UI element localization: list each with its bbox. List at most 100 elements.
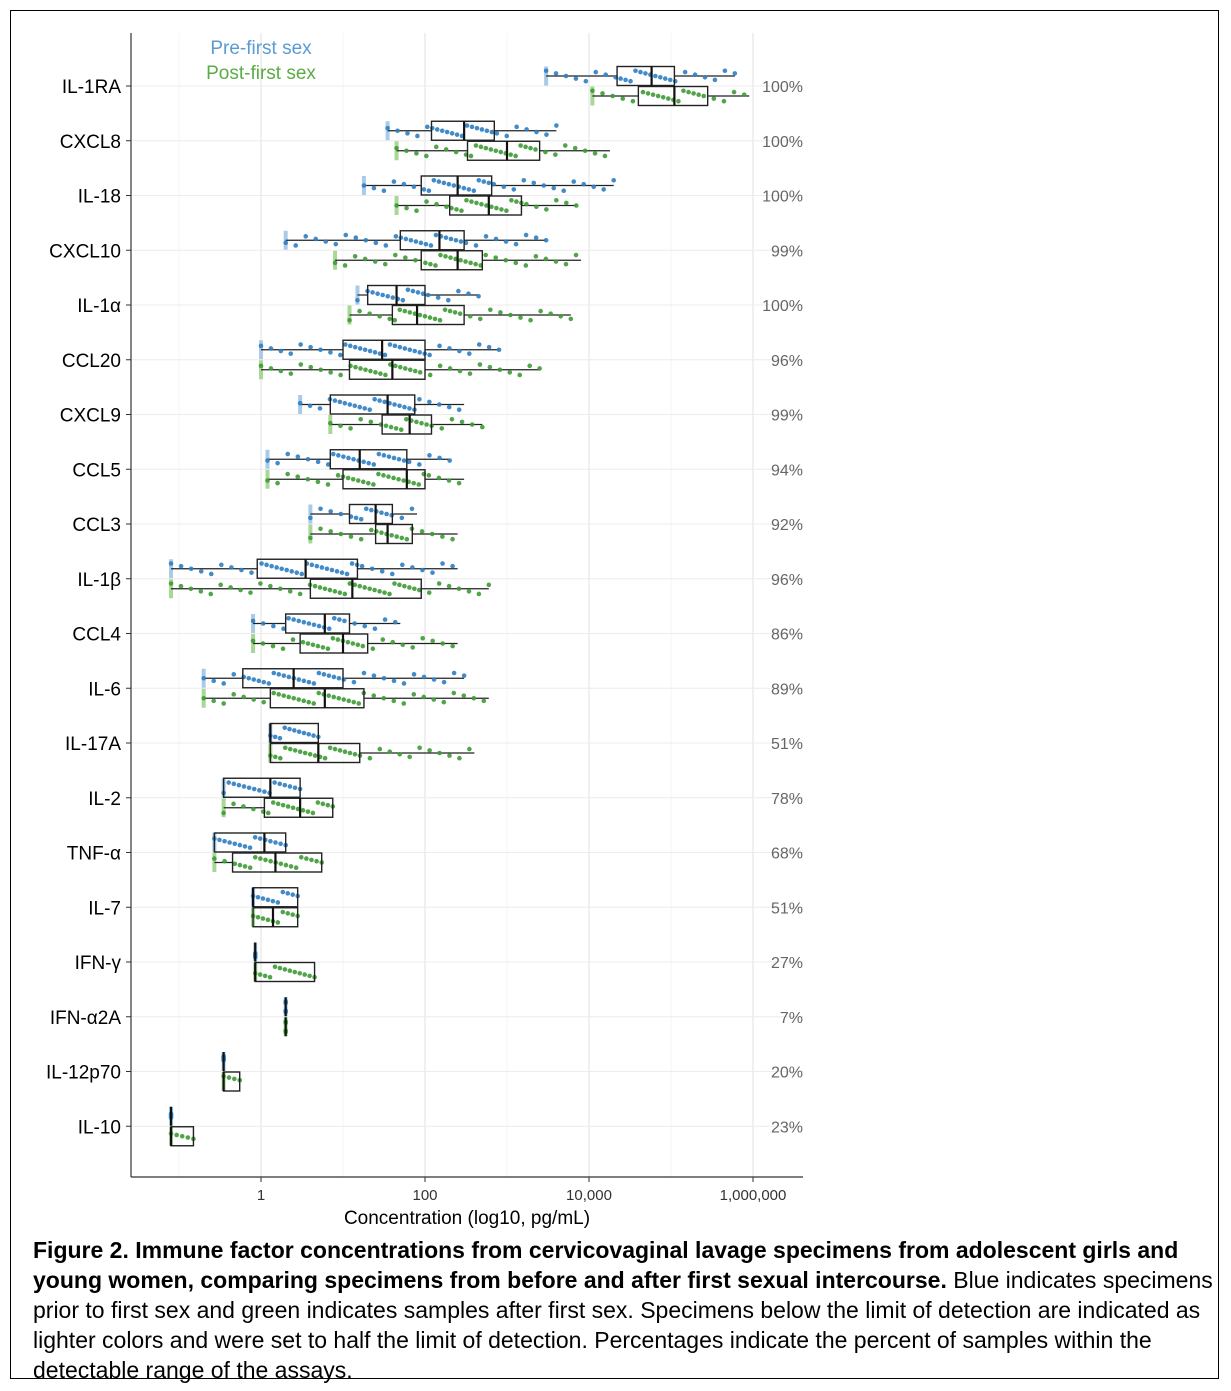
post-data-point [387,591,392,597]
post-data-point [422,314,428,319]
post-data-point [379,530,384,535]
post-data-point [413,257,418,263]
y-tick-label: IL-12p70 [46,1063,121,1084]
post-data-point [237,862,243,868]
post-data-point [397,582,402,588]
pre-data-point [384,511,389,517]
post-data-point [302,972,307,977]
x-tick-label: 1 [257,1187,265,1204]
post-data-point [453,149,459,155]
post-data-point [327,587,333,593]
pre-data-point [372,626,378,631]
post-data-point [335,473,341,478]
pre-data-point [255,894,261,900]
post-data-point [295,474,301,479]
pre-data-point [407,406,412,411]
pre-data-point [287,726,292,732]
pre-data-point [326,626,332,631]
pre-data-point [326,673,332,678]
post-data-point [476,591,482,597]
post-data-point [185,1135,191,1140]
pre-data-point [341,454,346,459]
pre-data-point [371,673,377,678]
post-data-point [517,372,523,378]
pre-data-point [277,735,283,741]
pre-data-point [397,403,402,409]
post-data-point [347,750,353,756]
post-data-point [179,1133,185,1139]
percent-label: 7% [780,1010,803,1027]
post-data-point [330,636,336,641]
post-data-point [424,153,429,159]
post-data-point [527,363,532,369]
pre-data-point [420,291,426,297]
pre-data-point [476,342,482,347]
post-data-point [528,317,533,323]
post-data-point [461,693,467,698]
post-data-point [369,527,374,533]
post-data-point [403,255,408,260]
pre-data-point [571,179,577,184]
post-data-point [277,586,283,592]
legend-entry: Post-first sex [206,63,316,84]
post-data-point [421,694,427,700]
post-data-point [509,198,514,203]
post-data-point [347,317,352,323]
post-data-point [267,974,273,980]
post-data-point [383,423,389,429]
pre-data-point [593,69,599,75]
post-data-point [523,144,528,150]
pre-data-point [400,297,406,303]
post-data-point [447,308,453,314]
post-data-point [427,315,433,320]
post-data-point [381,695,387,701]
pre-data-point [226,780,232,785]
pre-data-point [427,453,432,458]
post-box [466,140,541,161]
post-data-point [392,581,397,586]
post-data-point [367,311,372,317]
post-box [263,797,334,818]
percent-label: 68% [771,846,803,863]
post-data-point [327,745,333,751]
percent-label: 51% [771,900,803,917]
caption-body: Blue indicates specimens prior to first … [33,1267,1213,1383]
post-data-point [348,426,353,431]
post-data-point [398,364,403,370]
pre-data-point [513,241,519,247]
pre-data-point [314,563,320,569]
y-tick-label: IL-1β [77,570,121,591]
percent-label: 100% [762,79,803,96]
post-box [448,195,523,216]
pre-data-point [305,456,311,462]
post-data-point [232,861,238,867]
post-data-point [450,536,455,542]
percent-label: 78% [771,791,803,808]
post-data-point [316,690,322,696]
post-data-point [514,199,519,204]
post-data-point [356,701,362,706]
post-data-point [287,589,293,594]
post-data-point [348,534,354,539]
axes: IL-1RA 100% CXCL8 100% IL-18 100% CXCL10 99% IL-… [46,33,803,1229]
post-data-point [308,535,313,541]
pre-data-point [573,76,579,81]
pre-data-point [418,240,424,246]
legend: Pre-first sex Post-first sex [206,38,316,84]
pre-data-point [441,180,447,186]
post-data-point [290,805,296,811]
pre-data-point [258,343,264,349]
post-data-point [477,316,483,322]
pre-data-point [382,352,388,358]
post-data-point [503,257,509,263]
post-data-point [508,312,513,318]
post-data-point [332,260,338,266]
pre-data-point [296,677,302,682]
post-data-point [419,420,424,426]
pre-data-point [256,678,262,684]
pre-data-point [231,781,237,787]
pre-data-point [662,76,668,81]
pre-data-point [275,460,280,466]
pre-data-point [437,343,442,349]
pre-data-point [464,123,470,128]
